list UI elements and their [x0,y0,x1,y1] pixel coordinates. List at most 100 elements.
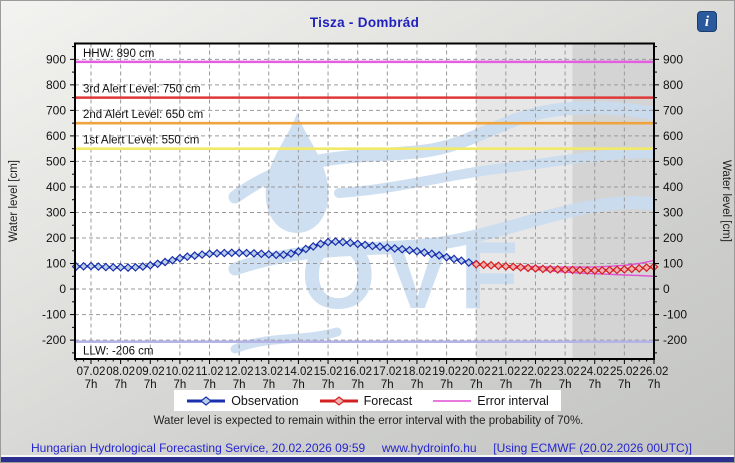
series-marker [249,248,259,258]
x-tick-date-label: 08.02 [106,366,135,378]
series-marker [264,249,274,259]
x-tick-hour-label: 7h [411,379,424,391]
series-marker [79,261,89,271]
series-marker [427,249,437,259]
y-axis-title-right: Water level [cm] [720,160,732,242]
series-marker [516,262,526,272]
series-marker [493,261,503,271]
series-marker [582,265,592,275]
series-marker [538,264,548,274]
series-marker [227,248,237,258]
x-tick-hour-label: 7h [440,379,453,391]
footer-model-info: [Using ECMWF (20.02.2026 00UTC)] [493,441,692,455]
series-marker [345,238,355,248]
series-marker [219,248,229,258]
x-tick-hour-label: 7h [292,379,305,391]
y-tick-label: 100 [663,257,683,271]
reference-line-label: LLW: -206 cm [83,346,154,358]
series-marker [442,252,452,262]
x-tick-hour-label: 7h [381,379,394,391]
legend-label-error-interval: Error interval [477,393,549,408]
y-tick-label: 700 [46,103,66,117]
y-tick-label: 400 [663,180,683,194]
series-marker [501,261,511,271]
series-marker [456,256,466,266]
x-tick-date-label: 17.02 [373,366,402,378]
series-marker [353,239,363,249]
plot-border [74,42,655,360]
x-tick-date-label: 20.02 [462,366,491,378]
footer-website-link[interactable]: www.hydroinfo.hu [381,441,477,455]
series-marker [523,263,533,273]
x-tick-date-label: 13.02 [254,366,283,378]
x-tick-date-label: 11.02 [196,366,224,378]
observation-series [71,237,481,273]
y-tick-label: 200 [663,231,683,245]
page-title: Tisza - Dombrád [309,15,420,30]
y-tick-label: -100 [42,308,66,322]
series-marker [182,252,192,262]
x-tick-hour-label: 7h [322,379,335,391]
series-marker [338,237,348,247]
series-marker [597,265,607,275]
y-tick-label: 400 [46,180,66,194]
x-tick-hour-label: 7h [114,379,127,391]
series-marker [323,237,333,247]
x-tick-hour-label: 7h [173,379,186,391]
x-tick-hour-label: 7h [144,379,157,391]
x-tick-hour-label: 7h [470,379,483,391]
series-marker [145,260,155,270]
x-tick-date-label: 25.02 [610,366,639,378]
series-marker [390,244,400,253]
x-tick-hour-label: 7h [529,379,542,391]
y-tick-label: 800 [663,78,683,92]
series-marker [619,264,629,274]
series-marker [382,243,392,253]
series-marker [212,248,222,258]
series-marker [405,245,414,255]
info-icon[interactable]: i [697,11,717,32]
series-marker [279,250,289,260]
y-axis-title-left: Water level [cm] [8,160,20,242]
forecast-sample-icon [319,395,358,406]
x-tick-hour-label: 7h [499,379,512,391]
series-marker [642,263,652,273]
x-tick-hour-label: 7h [588,379,601,391]
series-marker [153,259,163,269]
x-tick-hour-label: 7h [203,379,216,391]
series-marker [108,262,118,272]
series-marker [175,253,185,263]
footer-service-name: Hungarian Hydrological Forecasting Servi… [31,441,366,455]
series-marker [612,265,622,275]
series-marker [627,264,637,274]
series-marker [256,249,266,259]
y-axis-labels: -200 -200 -100 -100 0 0 100 100 200 200 300 300 400 4… [42,52,687,347]
x-tick-date-label: 09.02 [136,366,165,378]
y-tick-label: 300 [46,205,66,219]
series-marker [449,254,459,264]
x-tick-hour-label: 7h [233,379,246,391]
y-tick-label: 600 [663,129,683,143]
x-axis-labels: 07.027h08.027h09.027h10.027h11.027h12.02… [77,366,669,391]
gridlines [75,43,655,359]
x-tick-date-label: 18.02 [403,366,432,378]
series-marker [190,251,200,261]
legend-box: Observation Forecast Error interval [174,390,561,411]
series-marker [419,248,429,258]
y-tick-label: -200 [663,333,687,347]
series-marker [434,250,444,260]
x-tick-hour-label: 7h [262,379,275,391]
y-tick-label: 900 [663,52,683,66]
reference-line-label: HHW: 890 cm [83,48,154,60]
series-marker [138,262,148,272]
reference-line-label: 3rd Alert Level: 750 cm [83,84,201,96]
reference-line-label: 2nd Alert Level: 650 cm [83,109,203,121]
y-tick-label: 300 [663,205,683,219]
series-marker [605,265,615,275]
y-tick-label: 600 [46,129,66,143]
y-tick-label: 900 [46,52,66,66]
series-marker [553,264,563,274]
series-marker [316,239,326,249]
